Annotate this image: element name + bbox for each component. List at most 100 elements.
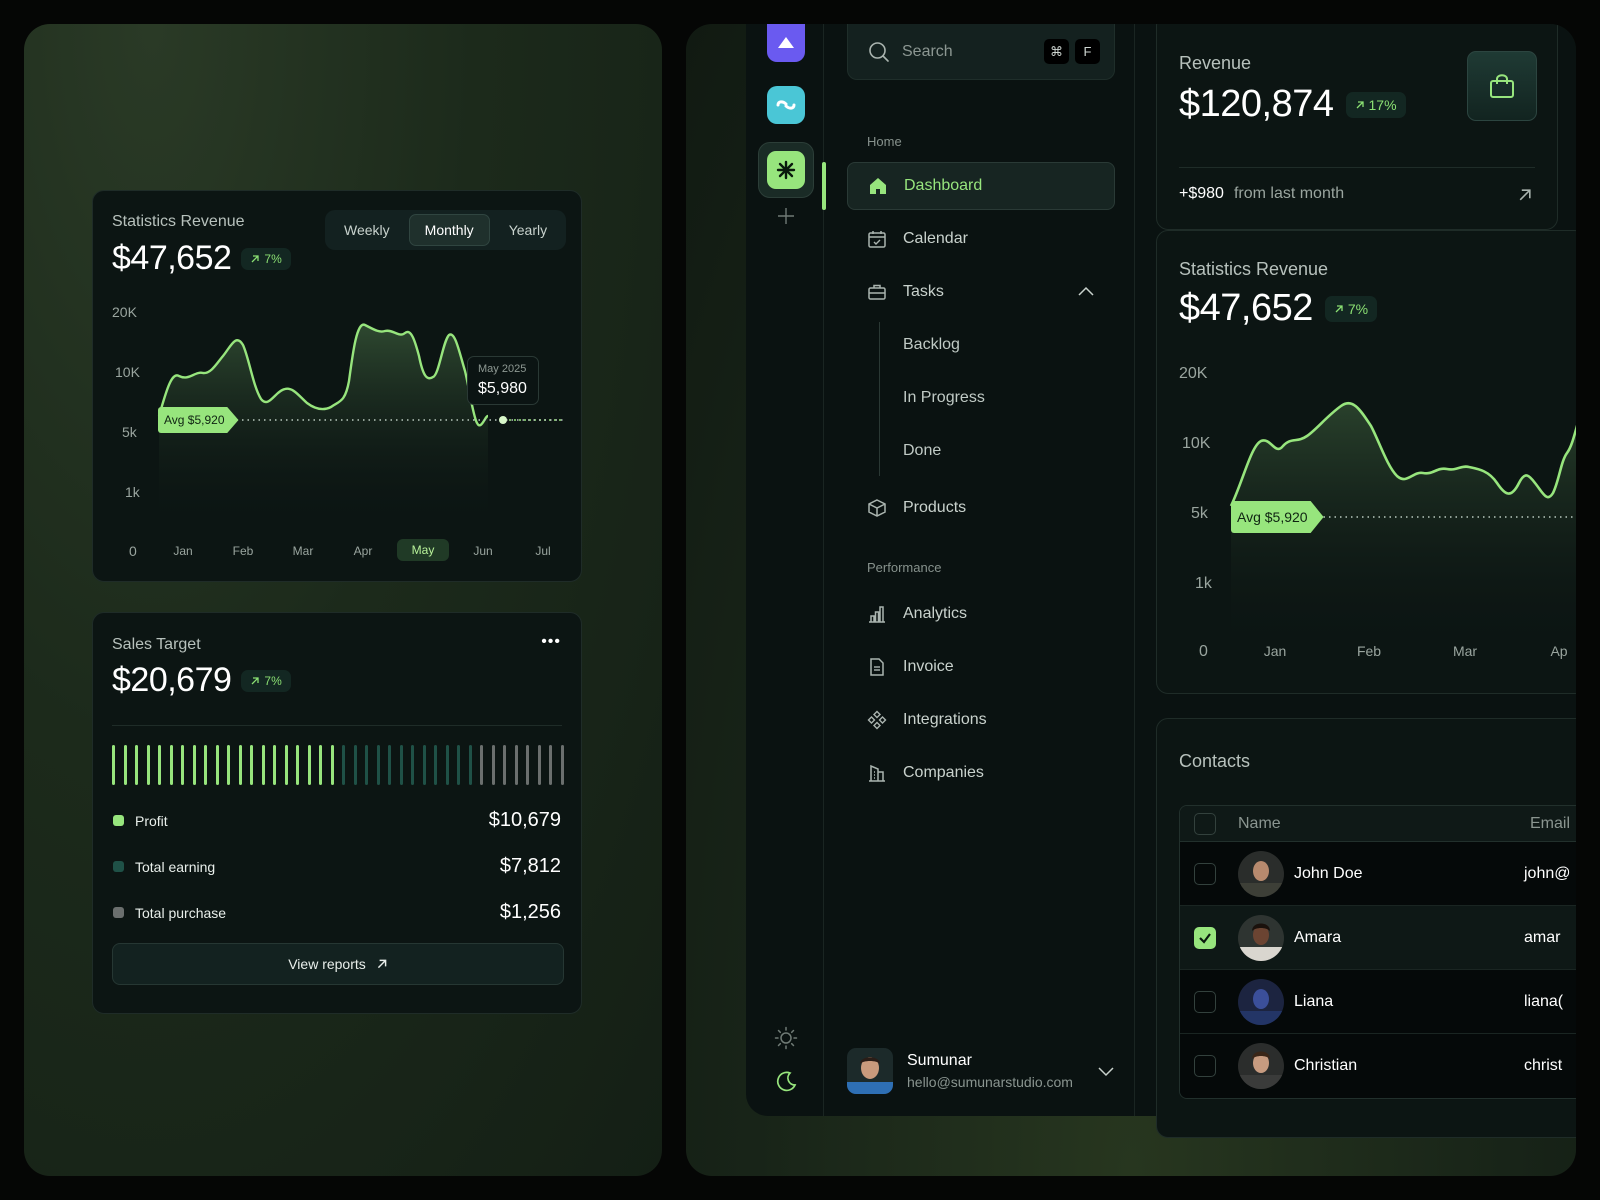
subnav-done[interactable]: Done	[903, 442, 942, 459]
progress-bar-segment	[549, 745, 552, 785]
nav-integrations[interactable]: Integrations	[847, 696, 1115, 744]
chevron-down-icon[interactable]	[1097, 1062, 1115, 1080]
nav-label: Calendar	[903, 230, 968, 247]
progress-bar-segment	[457, 745, 460, 785]
divider	[1179, 167, 1535, 168]
dark-mode-icon[interactable]	[774, 1070, 798, 1094]
contact-name: Liana	[1294, 992, 1334, 1010]
search-box[interactable]: Search ⌘ F	[847, 24, 1115, 80]
trend-badge: 7%	[241, 247, 291, 270]
revenue-value: $47,652	[1179, 287, 1313, 329]
revenue-delta-text: from last month	[1233, 185, 1345, 202]
arrow-up-right-icon	[251, 254, 260, 262]
average-tag: Avg $5,920	[158, 407, 239, 433]
table-row[interactable]: Amara amar	[1180, 906, 1576, 970]
progress-bar-segment	[192, 745, 196, 785]
icon-rail	[746, 24, 826, 1116]
progress-bar-segment	[560, 745, 564, 785]
view-reports-button[interactable]: View reports	[112, 943, 564, 985]
calendar-icon	[867, 229, 887, 249]
cloud-logo-icon	[778, 37, 794, 48]
nav-label: Tasks	[903, 283, 944, 300]
section-label-performance: Performance	[867, 560, 942, 575]
shopping-bag-icon	[1467, 51, 1537, 121]
link-logo-icon	[776, 100, 796, 110]
period-tabs: Weekly Monthly Yearly	[325, 210, 567, 250]
table-row[interactable]: Christian christ	[1180, 1034, 1576, 1098]
y-tick: 5k	[1191, 505, 1208, 522]
x-tick-selected[interactable]: May	[397, 539, 449, 561]
row-checkbox[interactable]	[1194, 862, 1216, 885]
trend-badge: 7%	[241, 669, 291, 692]
arrow-up-right-icon	[1335, 304, 1343, 312]
progress-bar-segment	[215, 745, 219, 785]
nav-analytics[interactable]: Analytics	[847, 590, 1115, 638]
trend-badge-text: 7%	[1347, 300, 1369, 317]
more-menu-icon[interactable]: •••	[541, 633, 561, 650]
search-placeholder: Search	[902, 42, 953, 60]
tab-monthly[interactable]: Monthly	[408, 214, 490, 246]
contact-name: Christian	[1294, 1057, 1358, 1074]
arrow-up-right-icon[interactable]	[1517, 187, 1533, 203]
nav-calendar[interactable]: Calendar	[847, 215, 1115, 263]
nav-dashboard[interactable]: Dashboard	[847, 162, 1115, 210]
progress-bar-segment	[468, 745, 472, 785]
workspace-1-button[interactable]	[767, 24, 805, 62]
rail-active-indicator	[822, 162, 826, 210]
check-icon	[1199, 932, 1211, 944]
document-icon	[867, 657, 887, 677]
x-tick: Mar	[1452, 643, 1478, 659]
nav-products[interactable]: Products	[847, 484, 1115, 532]
x-tick: Mar	[292, 544, 314, 558]
progress-bar-segment	[169, 745, 173, 785]
y-tick: 0	[1199, 643, 1208, 660]
legend-name: Total purchase	[135, 904, 227, 921]
workspace-2-button[interactable]	[767, 86, 805, 124]
progress-bar-segment	[376, 745, 380, 785]
nav-tasks[interactable]: Tasks	[847, 268, 1115, 316]
table-row[interactable]: Liana liana(	[1180, 970, 1576, 1034]
sales-target-card: Sales Target ••• $20,679 7% Profit $10,6…	[92, 612, 582, 1014]
row-checkbox[interactable]	[1194, 990, 1216, 1013]
add-workspace-icon[interactable]	[776, 206, 796, 226]
card-title: Statistics Revenue	[112, 213, 245, 230]
light-mode-icon[interactable]	[774, 1026, 798, 1050]
progress-bar-segment	[146, 745, 150, 785]
row-checkbox-checked[interactable]	[1194, 926, 1216, 949]
card-title: Sales Target	[112, 636, 201, 653]
x-tick: Jun	[473, 544, 493, 558]
building-icon	[867, 763, 887, 783]
legend-dot	[113, 907, 124, 918]
right-panel: Search ⌘ F Home Dashboard Calendar Tasks…	[686, 24, 1576, 1176]
row-checkbox[interactable]	[1194, 1055, 1216, 1077]
tab-weekly[interactable]: Weekly	[344, 222, 390, 238]
progress-bar-segment	[480, 745, 483, 785]
snowflake-logo-icon	[776, 160, 796, 180]
user-profile[interactable]: Sumunar hello@sumunarstudio.com	[847, 1046, 1115, 1096]
legend-value: $1,256	[499, 901, 561, 923]
nav-label: Companies	[903, 764, 984, 781]
nav-invoice[interactable]: Invoice	[847, 643, 1115, 691]
nav-label: Analytics	[903, 605, 968, 622]
progress-bar-segment	[514, 745, 518, 785]
nav-companies[interactable]: Companies	[847, 749, 1115, 797]
contact-email: john@	[1524, 864, 1571, 882]
select-all-checkbox[interactable]	[1194, 812, 1216, 835]
progress-bar-segment	[112, 745, 115, 785]
trend-badge-text: 17%	[1368, 96, 1397, 113]
contact-name: John Doe	[1294, 864, 1363, 882]
table-row[interactable]: John Doe john@	[1180, 842, 1576, 906]
x-tick: Feb	[232, 544, 254, 558]
progress-bars	[112, 745, 564, 785]
chevron-up-icon[interactable]	[1077, 283, 1095, 301]
subnav-in-progress[interactable]: In Progress	[903, 389, 985, 406]
progress-bar-segment	[434, 745, 437, 785]
statistics-revenue-card: Statistics Revenue $47,652 7% Weekly Mon…	[92, 190, 582, 582]
progress-bar-segment	[307, 745, 311, 785]
trend-badge-text: 7%	[264, 251, 282, 266]
subnav-backlog[interactable]: Backlog	[903, 336, 960, 353]
chart-point	[499, 416, 507, 424]
avatar	[1238, 1043, 1284, 1089]
workspace-3-button[interactable]	[758, 142, 814, 198]
tab-yearly[interactable]: Yearly	[508, 222, 548, 238]
